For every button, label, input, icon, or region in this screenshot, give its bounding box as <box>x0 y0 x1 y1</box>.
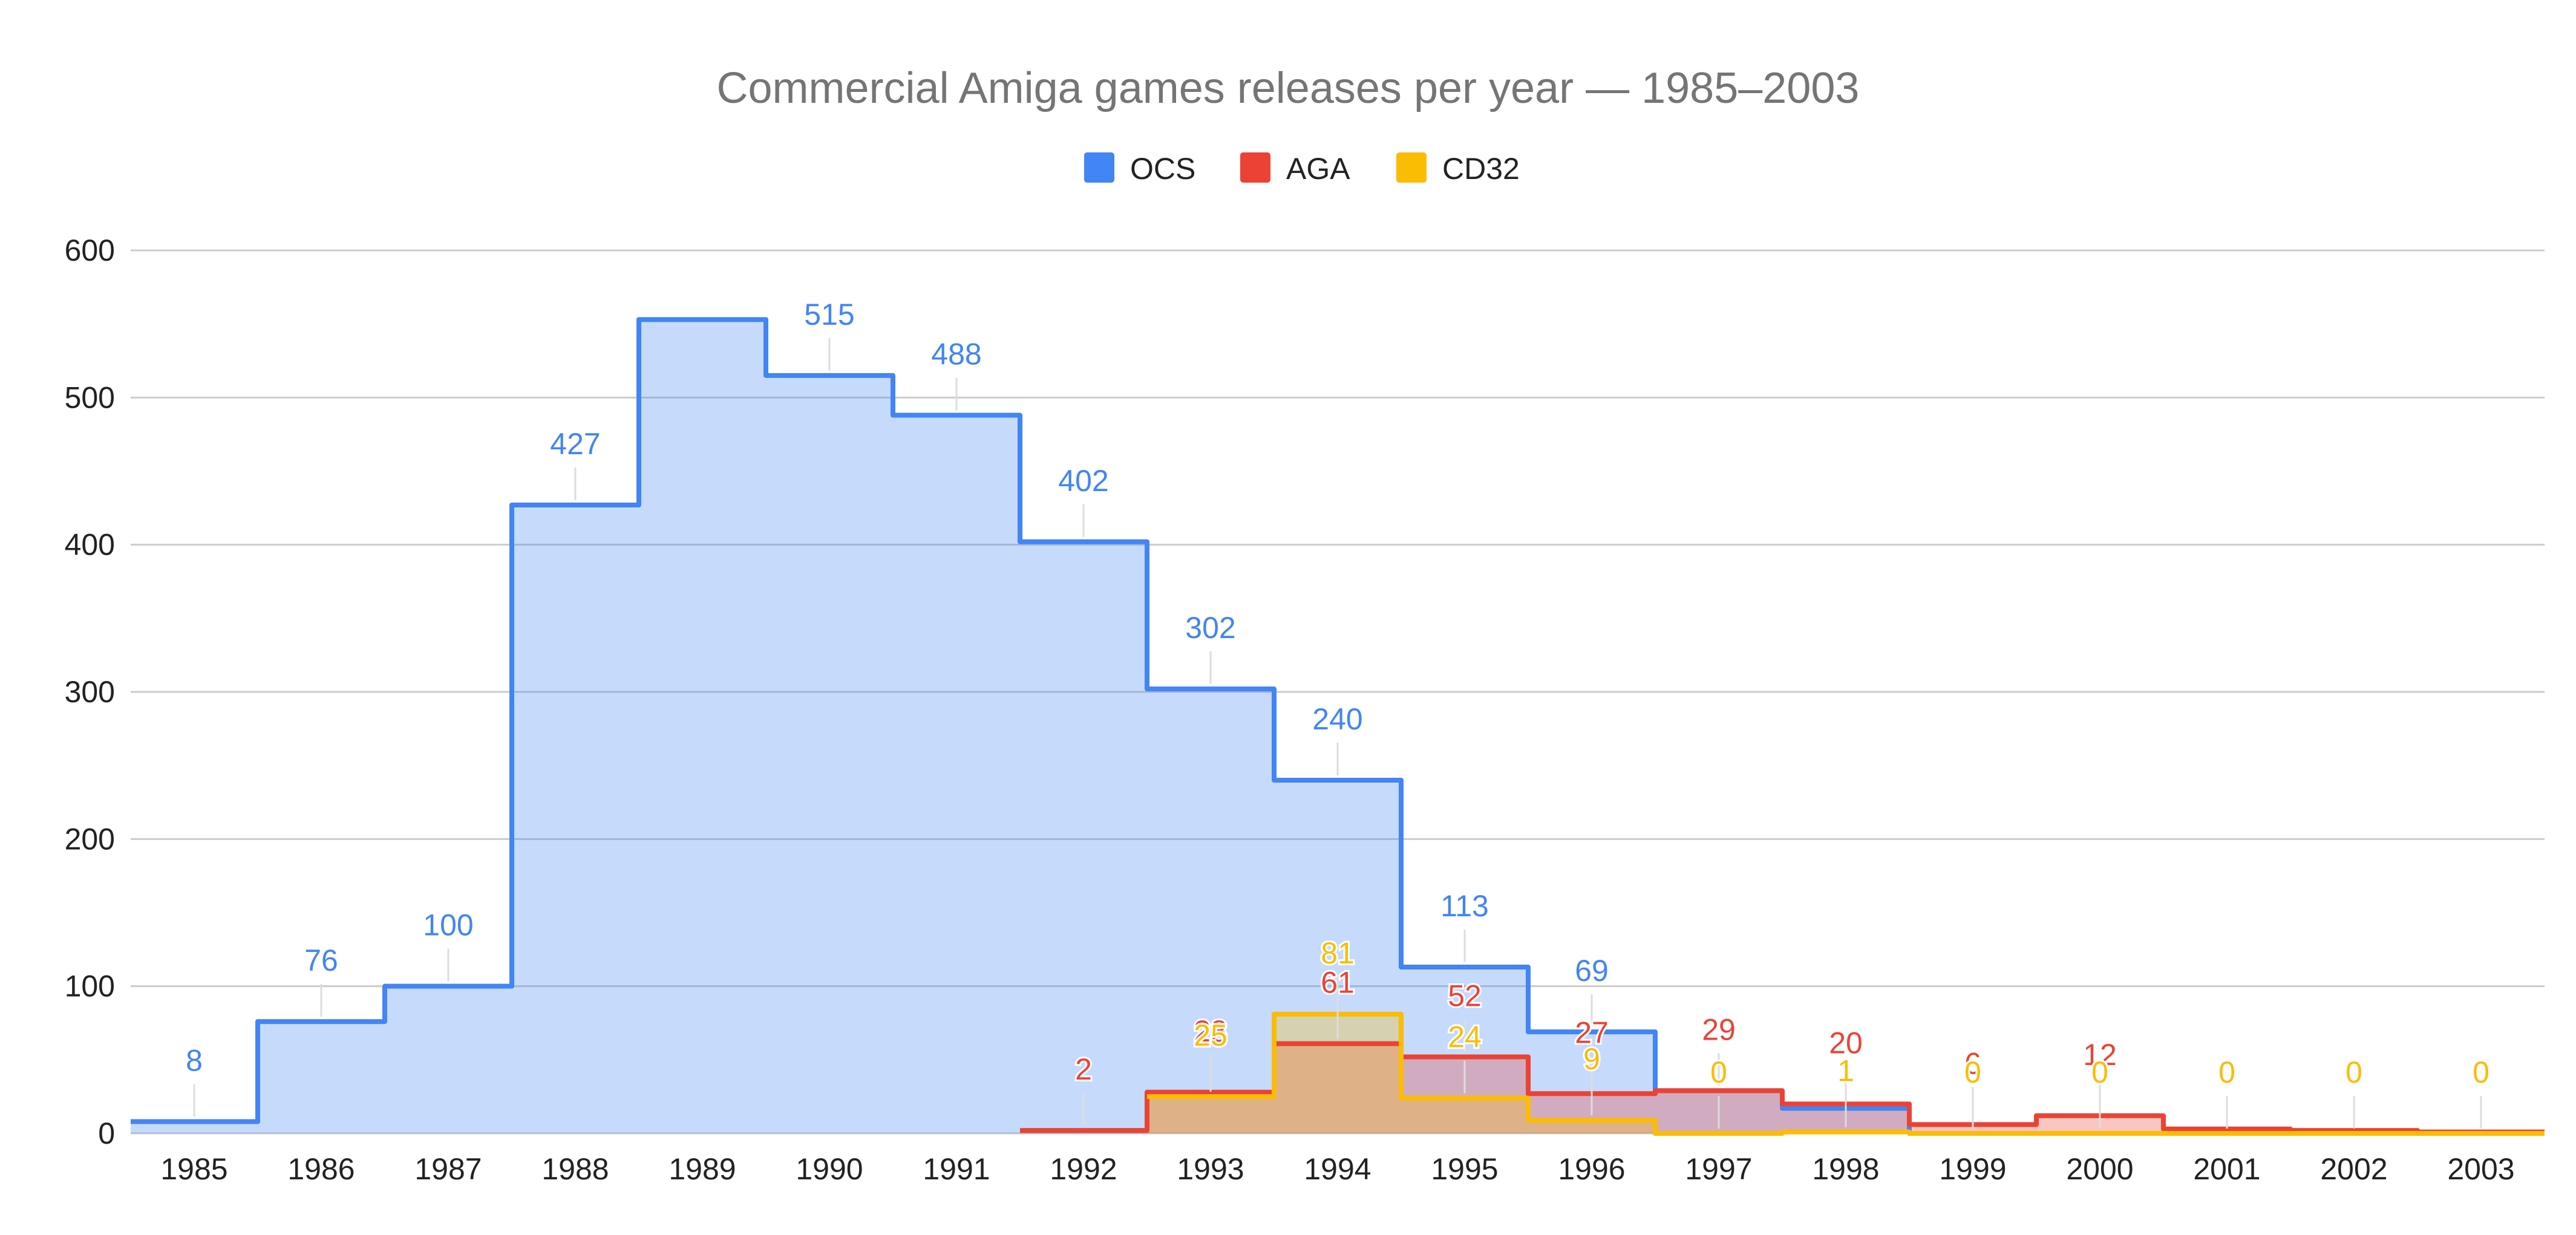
legend-label: AGA <box>1286 152 1350 186</box>
data-label-aga: 29 <box>1702 1012 1736 1046</box>
x-tick-label: 1989 <box>669 1152 736 1186</box>
data-label-ocs: 302 <box>1185 611 1235 645</box>
data-label-cd32: 24 <box>1448 1020 1482 1054</box>
data-label-ocs: 515 <box>804 298 854 331</box>
legend-item-ocs: OCS <box>1084 152 1195 186</box>
x-tick-label: 1995 <box>1431 1152 1498 1186</box>
data-label-cd32: 9 <box>1583 1042 1600 1076</box>
x-tick-label: 1992 <box>1050 1152 1117 1186</box>
legend-swatch <box>1240 152 1270 183</box>
x-tick-label: 1999 <box>1939 1152 2006 1186</box>
data-label-ocs: 240 <box>1312 702 1362 736</box>
x-tick-label: 1986 <box>287 1152 355 1186</box>
x-tick-label: 1988 <box>541 1152 609 1186</box>
x-tick-label: 2003 <box>2447 1152 2514 1186</box>
series-lines <box>131 317 2545 1136</box>
y-tick-label: 500 <box>65 380 115 414</box>
data-label-cd32: 0 <box>2346 1055 2362 1089</box>
x-tick-label: 1987 <box>414 1152 482 1186</box>
data-label-cd32: 0 <box>2473 1055 2489 1089</box>
data-label-cd32: 25 <box>1194 1018 1228 1052</box>
data-label-ocs: 427 <box>550 427 600 461</box>
x-tick-label: 2000 <box>2066 1152 2133 1186</box>
x-axis: 1985 1986 1987 1988 1989 1990 1991 1992 1993 1994… <box>160 1152 2514 1186</box>
x-tick-label: 1996 <box>1558 1152 1625 1186</box>
legend: OCS AGA CD32 <box>1084 152 1520 186</box>
area-cd32 <box>1147 1014 2545 1133</box>
legend-label: OCS <box>1130 152 1195 186</box>
data-label-ocs: 402 <box>1058 464 1108 498</box>
y-axis: 0 100 200 300 400 500 600 <box>65 233 115 1150</box>
area-ocs <box>131 319 2545 1133</box>
x-tick-label: 1991 <box>923 1152 990 1186</box>
data-label-aga: 52 <box>1448 979 1482 1012</box>
x-tick-label: 1985 <box>160 1152 227 1186</box>
x-tick-label: 1998 <box>1812 1152 1879 1186</box>
data-label-ocs: 8 <box>186 1044 203 1078</box>
x-tick-label: 1990 <box>796 1152 863 1186</box>
data-label-aga: 12 <box>2083 1038 2117 1072</box>
data-label-ocs: 100 <box>423 908 473 942</box>
y-tick-label: 200 <box>65 822 115 856</box>
x-tick-label: 2001 <box>2193 1152 2260 1186</box>
data-label-cd32: 0 <box>2091 1055 2108 1089</box>
legend-label: CD32 <box>1442 152 1520 186</box>
data-label-ocs: 113 <box>1440 889 1489 923</box>
x-tick-label: 1993 <box>1177 1152 1244 1186</box>
data-label-aga: 2 <box>1075 1052 1092 1086</box>
data-label-cd32: 0 <box>1964 1055 1981 1089</box>
data-label-cd32: 81 <box>1321 936 1355 970</box>
line-cd32 <box>1147 1011 2545 1136</box>
data-label-ocs: 69 <box>1575 954 1609 988</box>
data-label-aga: 27 <box>1575 1015 1609 1049</box>
y-tick-label: 100 <box>65 969 115 1003</box>
data-label-aga: 28 <box>1194 1014 1228 1048</box>
y-tick-label: 300 <box>65 675 115 709</box>
data-label-cd32: 0 <box>1710 1055 1727 1089</box>
legend-swatch <box>1084 152 1114 183</box>
data-label-ocs: 76 <box>304 943 338 977</box>
gridlines <box>131 249 2545 1135</box>
legend-item-aga: AGA <box>1240 152 1350 186</box>
data-label-aga: 6 <box>1964 1046 1981 1080</box>
x-tick-label: 2002 <box>2320 1152 2387 1186</box>
x-tick-label: 1997 <box>1685 1152 1752 1186</box>
data-label-aga: 20 <box>1829 1026 1863 1060</box>
x-tick-label: 1994 <box>1304 1152 1371 1186</box>
data-label-ocs: 488 <box>931 337 981 371</box>
data-label-cd32: 0 <box>2218 1055 2235 1089</box>
y-tick-label: 600 <box>65 233 115 267</box>
legend-item-cd32: CD32 <box>1396 152 1520 186</box>
legend-swatch <box>1396 152 1427 183</box>
chart-title: Commercial Amiga games releases per year… <box>717 64 1860 112</box>
data-label-cd32: 1 <box>1837 1054 1854 1088</box>
y-tick-label: 0 <box>98 1116 115 1150</box>
y-tick-label: 400 <box>65 528 115 562</box>
